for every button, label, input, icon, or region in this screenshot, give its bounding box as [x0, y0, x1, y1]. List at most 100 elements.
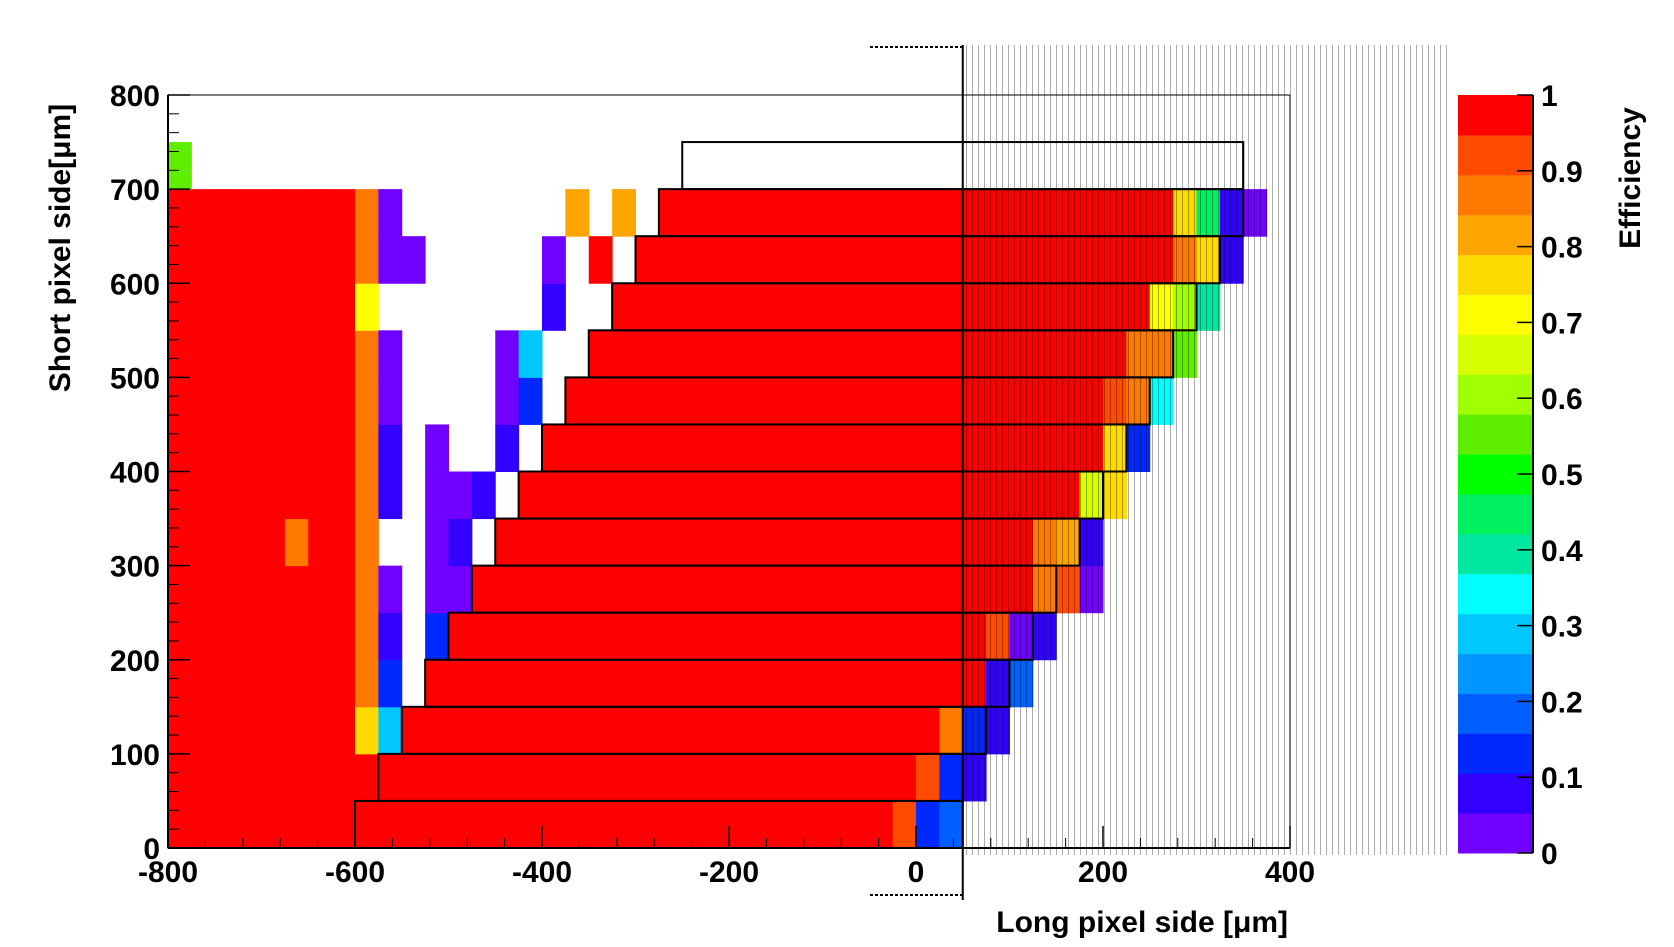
palette-swatch — [1458, 334, 1533, 375]
palette-swatch — [1458, 653, 1533, 694]
efficiency-cell — [261, 236, 286, 284]
y-tick-label: 100 — [110, 739, 160, 772]
cell-layer — [168, 142, 1268, 849]
efficiency-cell — [191, 612, 216, 661]
efficiency-cell — [331, 330, 356, 378]
efficiency-cell — [355, 283, 379, 331]
efficiency-cell — [168, 471, 192, 520]
efficiency-cell — [284, 612, 309, 661]
efficiency-cell — [214, 612, 239, 661]
efficiency-cell — [378, 330, 403, 378]
efficiency-cell — [261, 753, 286, 802]
palette-swatch — [1458, 174, 1533, 216]
efficiency-cell — [191, 377, 216, 425]
efficiency-cell — [378, 612, 403, 661]
efficiency-cell — [284, 471, 309, 520]
efficiency-cell — [238, 659, 262, 708]
efficiency-cell — [308, 189, 333, 237]
efficiency-cell — [191, 518, 216, 567]
efficiency-cell — [191, 753, 216, 802]
efficiency-cell — [331, 706, 356, 755]
palette-swatch — [1458, 374, 1533, 415]
efficiency-cell — [261, 283, 286, 331]
efficiency-cell — [939, 706, 964, 755]
efficiency-cell — [261, 706, 286, 755]
efficiency-cell — [378, 424, 403, 472]
hatch-fill — [962, 45, 1448, 855]
efficiency-cell — [261, 471, 286, 520]
efficiency-cell — [191, 659, 216, 708]
efficiency-cell — [261, 800, 286, 849]
efficiency-cell — [214, 753, 239, 802]
efficiency-cell — [261, 659, 286, 708]
efficiency-cell — [238, 612, 262, 661]
efficiency-cell — [238, 330, 262, 378]
axes: -800 -600 -400 -200 0 200 400 0 100 200 300 400 500 6… — [110, 80, 1315, 889]
efficiency-cell — [939, 800, 964, 849]
x-tick-label: 0 — [908, 856, 925, 889]
efficiency-cell — [214, 189, 239, 237]
efficiency-cell — [378, 189, 403, 237]
palette-swatch — [1458, 573, 1533, 615]
palette-swatch — [1458, 294, 1533, 335]
efficiency-cell — [916, 800, 940, 849]
efficiency-cell — [331, 471, 356, 520]
efficiency-row-body — [378, 753, 963, 802]
efficiency-cell — [331, 659, 356, 708]
efficiency-cell — [471, 471, 496, 520]
efficiency-cell — [168, 518, 192, 567]
efficiency-cell — [214, 283, 239, 331]
x-tick-label: -800 — [138, 856, 198, 889]
efficiency-cell — [168, 565, 192, 614]
efficiency-cell — [214, 800, 239, 849]
efficiency-cell — [355, 471, 379, 520]
efficiency-cell — [355, 659, 379, 708]
efficiency-cell — [542, 283, 566, 331]
palette-swatch — [1458, 613, 1533, 655]
efficiency-cell — [331, 612, 356, 661]
efficiency-cell — [495, 424, 520, 472]
efficiency-cell — [191, 800, 216, 849]
efficiency-cell — [331, 565, 356, 614]
efficiency-cell — [284, 518, 309, 567]
efficiency-cell — [331, 518, 356, 567]
palette-swatch — [1458, 134, 1533, 176]
efficiency-cell — [308, 706, 333, 755]
efficiency-cell — [191, 236, 216, 284]
efficiency-cell — [261, 518, 286, 567]
efficiency-cell — [284, 377, 309, 425]
efficiency-cell — [168, 283, 192, 331]
efficiency-cell — [331, 189, 356, 237]
efficiency-cell — [238, 424, 262, 472]
palette-swatch — [1458, 493, 1533, 535]
efficiency-cell — [448, 471, 473, 520]
y-tick-label: 500 — [110, 362, 160, 395]
efficiency-cell — [284, 424, 309, 472]
efficiency-cell — [168, 377, 192, 425]
efficiency-cell — [308, 518, 333, 567]
efficiency-cell — [168, 800, 192, 849]
efficiency-cell — [892, 800, 917, 849]
efficiency-cell — [331, 800, 356, 849]
z-axis-label: Efficiency — [1614, 107, 1647, 249]
x-axis-label: Long pixel side [μm] — [996, 906, 1288, 939]
efficiency-cell — [331, 236, 356, 284]
efficiency-cell — [355, 518, 379, 567]
palette-swatch — [1458, 773, 1533, 814]
palette-swatch — [1458, 733, 1533, 774]
efficiency-cell — [495, 377, 520, 425]
efficiency-cell — [401, 236, 426, 284]
efficiency-cell — [168, 330, 192, 378]
efficiency-cell — [378, 565, 403, 614]
efficiency-cell — [191, 330, 216, 378]
efficiency-cell — [284, 330, 309, 378]
efficiency-cell — [168, 659, 192, 708]
palette-tick-label: 0.2 — [1541, 686, 1583, 719]
palette-swatch — [1458, 95, 1533, 136]
color-scale: 0 0.1 0.2 0.3 0.4 0.5 0.6 0.7 0.8 0.9 1 — [1458, 80, 1583, 871]
palette-tick-label: 0.8 — [1541, 232, 1583, 265]
efficiency-row-body — [401, 706, 987, 755]
efficiency-cell — [565, 189, 590, 237]
